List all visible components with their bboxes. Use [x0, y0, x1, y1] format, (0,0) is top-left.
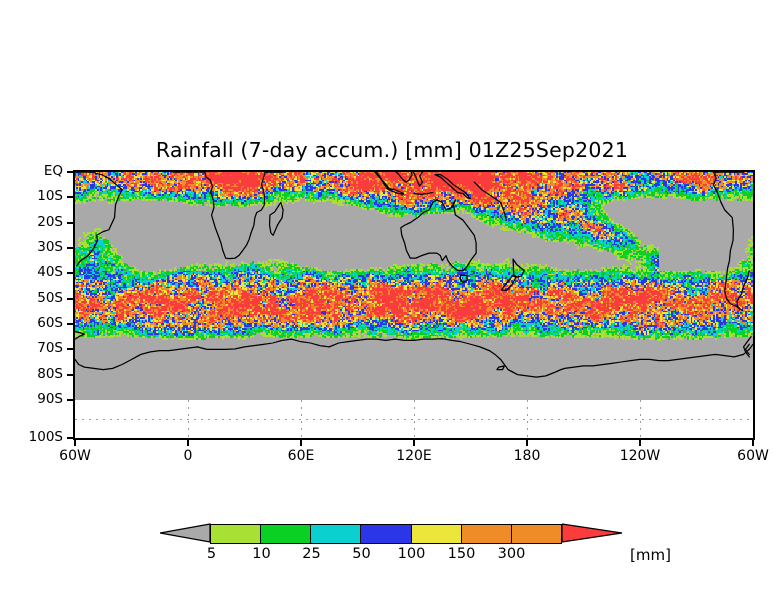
x-axis-label: 60W — [737, 448, 769, 464]
colorbar-block — [261, 525, 312, 543]
grid-line-vertical — [188, 400, 189, 438]
y-axis-label: 80S — [37, 366, 63, 382]
grid-line-vertical — [301, 400, 302, 438]
x-axis-label: 60W — [59, 448, 91, 464]
page-title: Rainfall (7-day accum.) [mm] 01Z25Sep202… — [155, 138, 629, 162]
y-tick-mark — [67, 247, 73, 249]
x-axis-label: 60E — [287, 448, 315, 464]
y-axis-label: 40S — [37, 264, 63, 280]
colorbar-tick-label: 150 — [447, 546, 476, 562]
colorbar-tick-label: 25 — [302, 546, 321, 562]
colorbar-overflow-arrow-icon — [561, 523, 622, 543]
y-axis-label: 100S — [28, 429, 63, 445]
y-tick-mark — [67, 298, 73, 300]
y-tick-mark — [67, 272, 73, 274]
x-tick-mark — [187, 440, 189, 446]
x-axis-label: 0 — [183, 448, 193, 464]
colorbar-tick-label: 50 — [352, 546, 371, 562]
y-axis-label: 90S — [37, 391, 63, 407]
y-axis-label: EQ — [43, 163, 63, 179]
y-axis-label: 20S — [37, 214, 63, 230]
x-tick-mark — [300, 440, 302, 446]
x-tick-mark — [526, 440, 528, 446]
y-axis-label: 30S — [37, 239, 63, 255]
colorbar-block — [461, 525, 512, 543]
y-tick-mark — [67, 171, 73, 173]
colorbar-underflow-arrow-icon — [160, 523, 211, 543]
y-axis-label: 10S — [37, 188, 63, 204]
colorbar-unit-label: [mm] — [630, 546, 671, 564]
y-tick-mark — [67, 323, 73, 325]
colorbar-blocks — [210, 524, 562, 544]
x-tick-mark — [74, 440, 76, 446]
colorbar-tick-label: 100 — [397, 546, 426, 562]
below-pole-grid-area — [75, 400, 753, 438]
x-tick-mark — [413, 440, 415, 446]
grid-line-vertical — [414, 400, 415, 438]
colorbar-block — [511, 525, 561, 543]
colorbar-tick-label: 5 — [206, 546, 217, 562]
colorbar-tick-label: 300 — [497, 546, 526, 562]
map-plot-frame — [73, 170, 755, 440]
colorbar-block — [211, 525, 262, 543]
colorbar-block — [361, 525, 412, 543]
colorbar-tick-label: 10 — [252, 546, 271, 562]
y-tick-mark — [67, 222, 73, 224]
grid-line-vertical — [527, 400, 528, 438]
y-tick-mark — [67, 374, 73, 376]
colorbar-block — [311, 525, 362, 543]
y-axis-label: 70S — [37, 340, 63, 356]
x-axis-label: 180 — [513, 448, 541, 464]
x-tick-mark — [639, 440, 641, 446]
colorbar: 5 10 25 50 100 150 300 [mm] — [160, 520, 671, 566]
x-axis-label: 120E — [396, 448, 432, 464]
y-axis-label: 50S — [37, 290, 63, 306]
y-tick-mark — [67, 437, 73, 439]
x-axis-label: 120W — [619, 448, 661, 464]
colorbar-block — [411, 525, 462, 543]
y-tick-mark — [67, 399, 73, 401]
y-tick-mark — [67, 348, 73, 350]
grid-line-vertical — [640, 400, 641, 438]
y-tick-mark — [67, 196, 73, 198]
x-tick-mark — [752, 440, 754, 446]
rainfall-map-canvas — [75, 172, 753, 400]
y-axis-label: 60S — [37, 315, 63, 331]
